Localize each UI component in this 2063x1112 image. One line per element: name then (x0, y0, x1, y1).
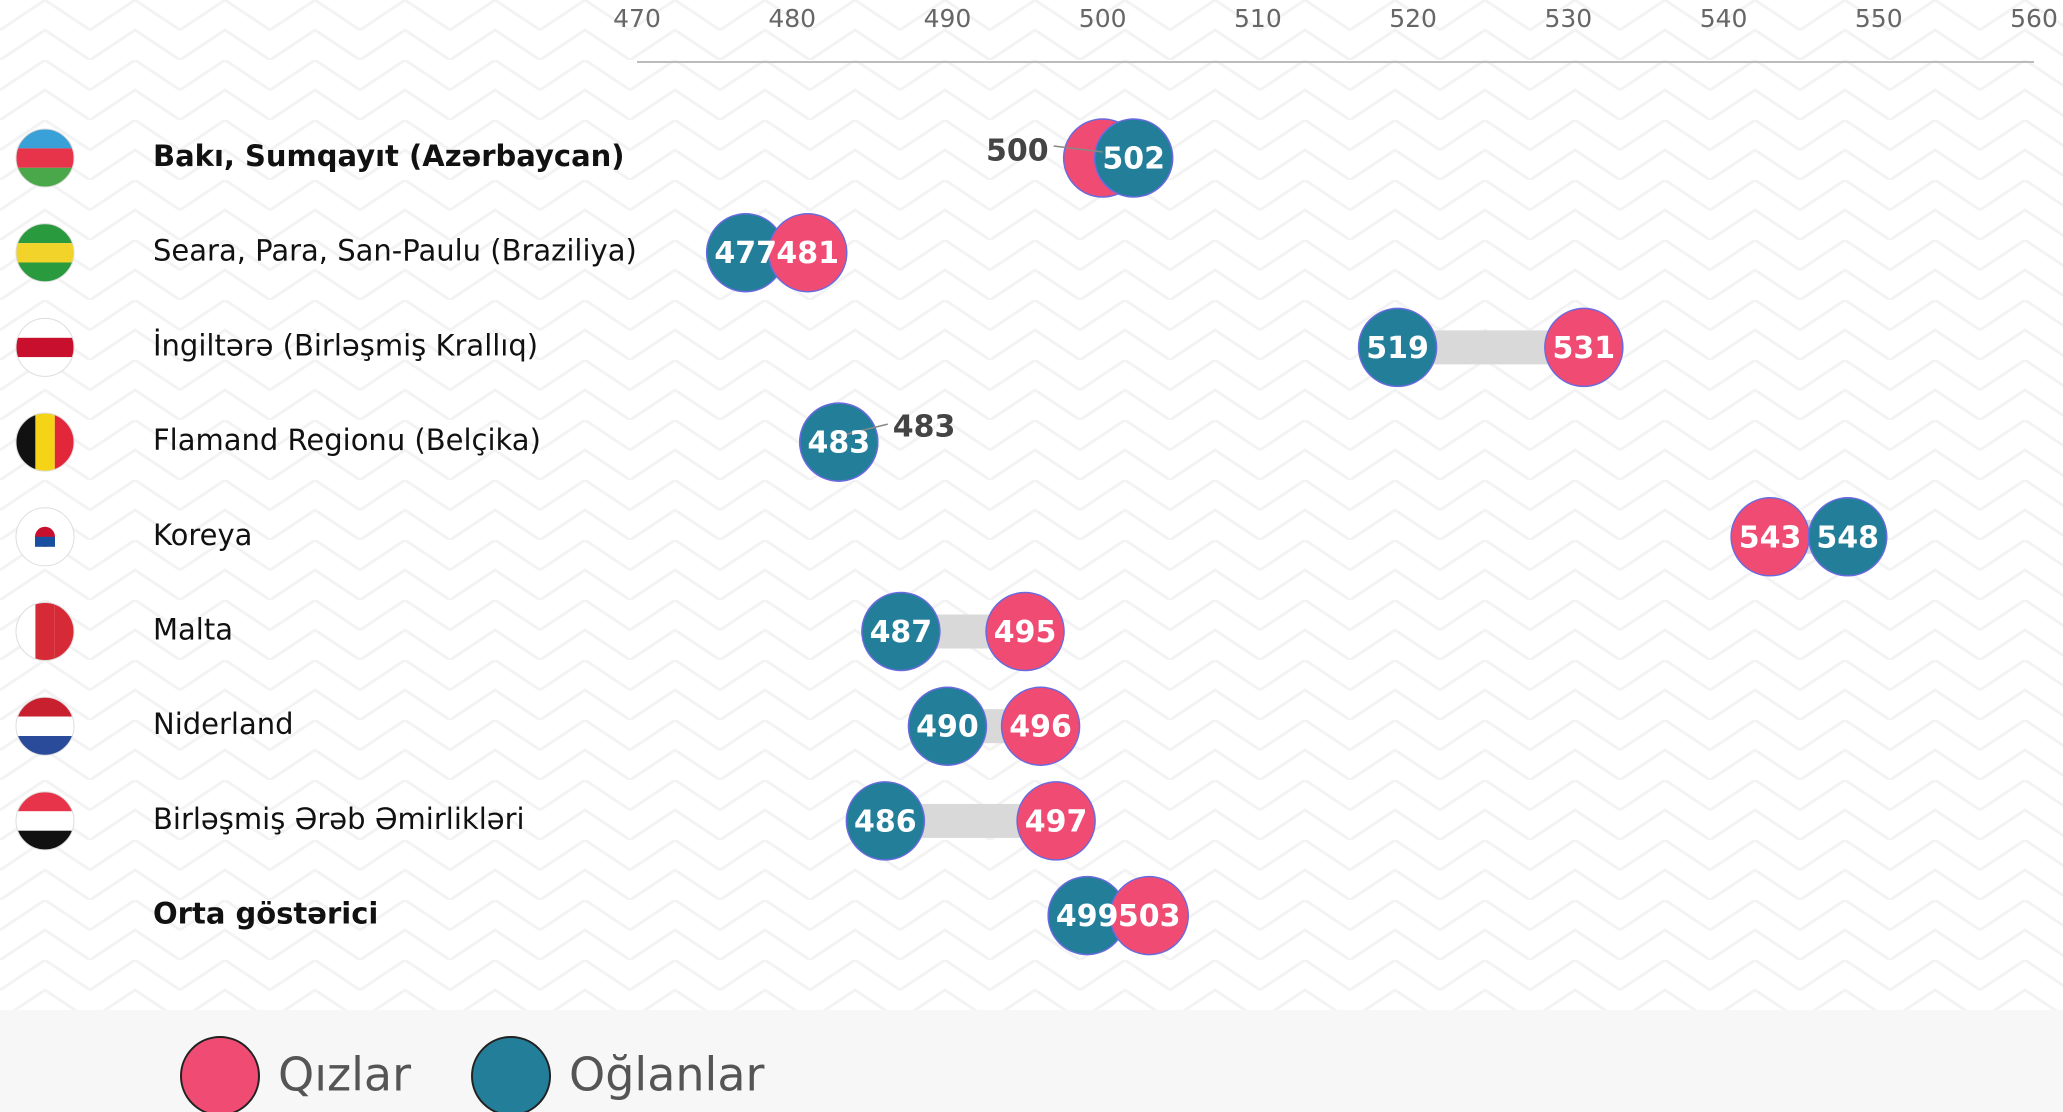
legend-swatch (180, 1036, 260, 1112)
value-label: 496 (1009, 710, 1072, 745)
flag-emblem (35, 536, 55, 547)
dot (907, 686, 988, 766)
x-tick-label: 550 (1855, 4, 1903, 33)
value-label: 481 (776, 236, 839, 271)
value-label: 495 (994, 615, 1057, 650)
value-label: 477 (714, 236, 777, 271)
flag-stripe (16, 223, 74, 244)
category-label: Koreya (153, 518, 252, 552)
dot (1016, 781, 1096, 861)
flag-border (15, 223, 75, 283)
flag-stripe (16, 716, 74, 736)
x-tick-label: 490 (924, 4, 972, 33)
value-label: 500 (986, 134, 1049, 169)
flag-stripe (16, 736, 74, 756)
value-label: 490 (916, 710, 979, 745)
dot (861, 591, 941, 672)
dot (1357, 307, 1438, 388)
legend-label: Qızlar (278, 1048, 411, 1102)
value-label: 486 (854, 804, 917, 839)
dot (767, 212, 848, 293)
flag (16, 602, 74, 661)
dot (985, 591, 1065, 672)
value-label: 487 (870, 615, 933, 650)
flag (16, 697, 74, 756)
flag-stripe (16, 602, 36, 661)
value-label: 483 (893, 410, 956, 445)
flag-border (15, 791, 75, 851)
dot (1093, 118, 1174, 198)
category-label: Bakı, Sumqayıt (Azərbaycan) (153, 139, 625, 173)
x-tick-label: 500 (1079, 4, 1127, 33)
x-tick-label: 480 (768, 4, 816, 33)
category-label: Birləşmiş Ərəb Əmirlikləri (153, 802, 525, 836)
x-tick-label: 510 (1234, 4, 1282, 33)
flag-stripe (35, 602, 55, 661)
value-label: 483 (807, 426, 870, 461)
flag-stripe (16, 546, 74, 566)
flag-stripe (16, 697, 74, 717)
dot (1807, 497, 1888, 577)
flag (16, 791, 74, 850)
flag-stripe (16, 811, 74, 831)
value-label: 543 (1739, 520, 1802, 555)
flag-stripe (16, 830, 74, 850)
legend-label: Oğlanlar (569, 1048, 764, 1102)
flag-border (15, 696, 75, 756)
value-label: 502 (1102, 142, 1165, 177)
leader-line (838, 423, 888, 437)
flag (16, 413, 74, 472)
flag-stripe (16, 337, 74, 358)
value-label: 499 (1056, 899, 1119, 934)
dot (845, 781, 926, 861)
legend-swatch (471, 1036, 552, 1112)
flag-stripe (54, 413, 74, 472)
flag-stripe (16, 357, 74, 377)
value-label: 531 (1553, 331, 1616, 366)
category-label: Flamand Regionu (Belçika) (153, 423, 541, 457)
x-tick-label: 530 (1544, 4, 1592, 33)
dot (1544, 307, 1624, 388)
x-tick-label: 560 (2010, 4, 2058, 33)
flag (16, 318, 74, 377)
flag-stripe (16, 507, 74, 528)
dot (799, 402, 879, 482)
legend-band (0, 1010, 2063, 1112)
x-tick-label: 540 (1700, 4, 1748, 33)
flag-stripe (16, 129, 74, 149)
category-label: Malta (153, 613, 233, 647)
flag-stripe (16, 318, 74, 338)
flag-stripe (16, 167, 74, 187)
x-tick-label: 470 (613, 4, 661, 33)
flag-stripe (16, 413, 36, 472)
flag-border (15, 412, 75, 472)
dot (1109, 875, 1189, 956)
category-label: Niderland (153, 707, 294, 741)
flag (16, 129, 74, 187)
flag-stripe (16, 791, 74, 812)
category-label: İngiltərə (Birləşmiş Krallıq) (153, 328, 538, 362)
flag (16, 507, 74, 566)
flag-border (15, 317, 75, 377)
flag-border (15, 128, 75, 188)
x-tick-label: 520 (1389, 4, 1437, 33)
flag-border (15, 602, 75, 661)
flag-stripe (16, 243, 74, 263)
category-label: Orta göstərici (153, 897, 378, 931)
value-label: 548 (1816, 520, 1879, 555)
flag-border (15, 507, 75, 567)
flag (16, 223, 74, 282)
value-label: 497 (1025, 804, 1088, 839)
value-label: 519 (1366, 331, 1429, 366)
flag-stripe (35, 413, 55, 472)
category-label: Seara, Para, San-Paulu (Braziliya) (153, 234, 637, 268)
value-label: 503 (1118, 899, 1181, 934)
leader-line (1053, 145, 1103, 153)
flag-stripe (16, 148, 74, 168)
flag-stripe (54, 602, 74, 661)
flag-stripe (16, 262, 74, 282)
dot (1000, 686, 1081, 766)
